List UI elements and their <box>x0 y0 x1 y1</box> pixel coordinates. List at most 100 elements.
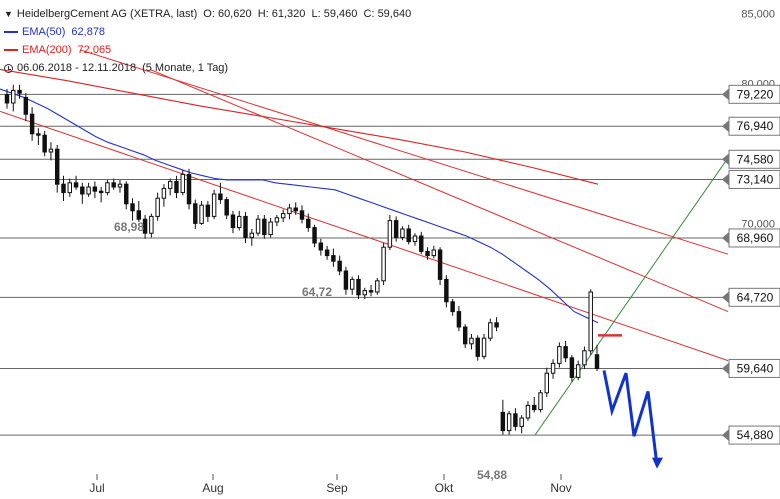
level-label-pointer <box>722 173 729 186</box>
candle <box>48 142 54 161</box>
candle-body <box>349 278 355 290</box>
chevron-down-icon[interactable]: ▼ <box>4 9 13 19</box>
forecast-arrow-head <box>652 457 663 469</box>
candle-body <box>167 180 173 189</box>
candle <box>230 210 236 234</box>
candlesticks <box>4 84 600 435</box>
candle-body <box>318 242 324 251</box>
candle <box>61 175 66 201</box>
level-label-pointer <box>722 88 729 101</box>
legend-ema50[interactable]: EMA(50) 62,878 <box>4 23 411 41</box>
candle-body <box>42 134 47 153</box>
candle <box>142 215 148 239</box>
candle <box>73 175 79 190</box>
candle-body <box>117 183 123 188</box>
level-label: 79,220 <box>722 84 780 104</box>
candle-body <box>582 350 587 366</box>
candle <box>563 341 568 362</box>
trendline <box>79 49 729 255</box>
candle <box>381 243 386 285</box>
legend-period: 06.06.2018 - 12.11.2018 (5 Monate, 1 Tag… <box>4 59 411 77</box>
candle <box>481 334 487 360</box>
candle-body <box>513 413 518 427</box>
candle-body <box>425 250 430 257</box>
trendlines <box>0 49 729 436</box>
candle-body <box>142 218 148 234</box>
candle-body <box>343 270 349 290</box>
level-label: 54,880 <box>722 425 780 445</box>
annotations: 68,98 64,72 54,88 <box>114 220 507 482</box>
candle <box>130 198 135 221</box>
ema200-label: EMA(200) <box>22 44 72 56</box>
candle-body <box>381 246 386 282</box>
x-axis: Jul Aug Sep Okt Nov <box>89 474 572 495</box>
candle-body <box>462 326 468 345</box>
candle-body <box>444 278 449 303</box>
candle <box>331 248 336 267</box>
ema50-line <box>0 88 599 324</box>
candle <box>306 213 311 232</box>
candle-body <box>199 204 204 224</box>
candle-body <box>406 228 411 243</box>
candle-body <box>544 372 550 394</box>
candle <box>400 226 405 241</box>
candle-body <box>532 404 537 411</box>
candle <box>11 84 16 112</box>
candle-body <box>431 249 437 257</box>
candle <box>205 201 211 222</box>
level-label: 76,940 <box>722 116 780 136</box>
candle <box>224 196 229 220</box>
candle <box>149 213 154 238</box>
candle <box>582 346 587 369</box>
candle <box>393 216 399 242</box>
candle-body <box>506 413 512 432</box>
ema50-label: EMA(50) <box>22 26 66 38</box>
legend-ema200[interactable]: EMA(200) 72,065 <box>4 41 411 59</box>
price-annotation: 64,72 <box>302 285 332 299</box>
candle <box>588 289 593 355</box>
candle <box>594 344 600 371</box>
candle <box>500 399 506 435</box>
level-label-text: 73,140 <box>737 172 774 186</box>
candle <box>550 359 556 379</box>
candle <box>174 175 179 199</box>
candle <box>111 178 116 190</box>
candle-body <box>17 89 22 94</box>
candle-body <box>36 133 41 136</box>
candle <box>494 317 499 332</box>
level-label: 74,580 <box>722 149 780 169</box>
ema200-line <box>0 68 599 185</box>
candle-body <box>243 215 248 238</box>
candle <box>513 408 518 431</box>
candle <box>575 360 581 381</box>
candle <box>406 224 411 245</box>
candle-body <box>387 220 393 248</box>
level-label-pointer <box>722 291 729 304</box>
candle-body <box>312 227 317 244</box>
candle-body <box>569 357 575 378</box>
candle <box>167 178 173 196</box>
candle <box>124 181 129 210</box>
candle-body <box>469 337 474 345</box>
ohlc-values: O: 60,620 H: 61,320 L: 59,460 C: 59,640 <box>203 8 412 20</box>
candle <box>280 209 286 222</box>
candle-body <box>331 255 336 262</box>
candle <box>569 355 575 382</box>
price-annotation: 68,98 <box>114 220 144 234</box>
candle <box>255 215 261 236</box>
chart-legend: ▼ HeidelbergCement AG (XETRA, last) O: 6… <box>4 5 411 77</box>
candle <box>54 145 60 193</box>
candle <box>506 411 512 435</box>
candle-body <box>86 186 91 195</box>
candle <box>362 287 367 299</box>
candle <box>343 266 349 295</box>
candle-body <box>174 180 179 194</box>
candle-body <box>80 186 85 195</box>
candle-body <box>299 210 305 220</box>
candle-body <box>73 182 79 188</box>
candle-body <box>437 249 443 280</box>
clock-icon <box>4 63 13 73</box>
candle <box>186 168 192 210</box>
ema50-swatch <box>4 31 18 33</box>
